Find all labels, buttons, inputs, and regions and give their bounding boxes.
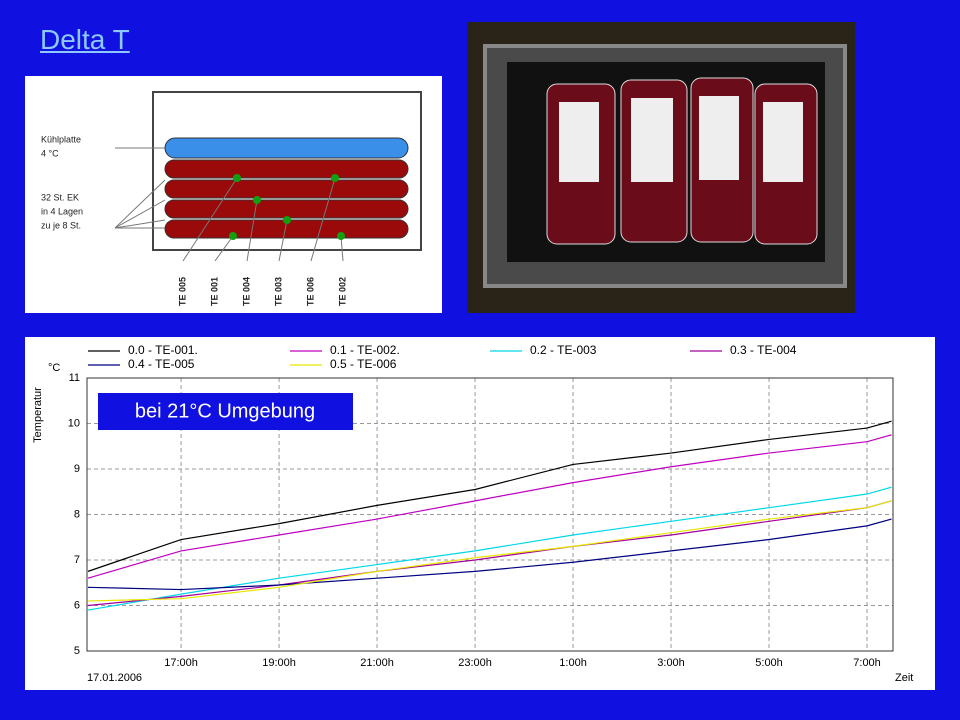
legend-label: 0.3 - TE-004 (730, 343, 797, 357)
series-line (87, 434, 892, 579)
y-unit: °C (48, 362, 60, 374)
sensor-label: TE 004 (241, 277, 251, 306)
container (152, 91, 422, 251)
legend-label: 0.2 - TE-003 (530, 343, 597, 357)
x-tick-label: 1:00h (559, 657, 587, 669)
legend-label: 0.4 - TE-005 (128, 357, 195, 371)
x-tick-label: 3:00h (657, 657, 685, 669)
x-tick-label: 21:00h (360, 657, 394, 669)
sensor-label: TE 005 (177, 277, 187, 306)
y-tick-label: 8 (74, 508, 80, 520)
legend-label: 0.0 - TE-001. (128, 343, 198, 357)
plot-frame (86, 377, 894, 652)
y-tick-label: 10 (68, 417, 80, 429)
sensor-label: TE 002 (337, 277, 347, 306)
series-line (87, 500, 892, 602)
label: zu je 8 St. (41, 220, 81, 230)
annotation-box (98, 393, 353, 430)
series-line (87, 518, 892, 591)
layer-diagram: Kühlplatte 4 °C 32 St. EK in 4 Lagen zu … (25, 76, 442, 313)
label: 32 St. EK (41, 192, 79, 202)
y-tick-label: 7 (74, 554, 80, 566)
layer (164, 179, 409, 199)
date-label: 17.01.2006 (87, 672, 142, 684)
sensor-dots (229, 174, 345, 240)
legend-label: 0.1 - TE-002. (330, 343, 400, 357)
bag-labels (559, 96, 803, 182)
chart-bg (25, 337, 935, 690)
slide-title: Delta T (40, 24, 130, 55)
y-tick-label: 11 (69, 372, 80, 384)
x-tick-label: 5:00h (755, 657, 783, 669)
label: 4 °C (41, 148, 59, 158)
x-tick-label: 7:00h (853, 657, 881, 669)
x-tick-label: 19:00h (262, 657, 296, 669)
x-tick-label: 17:00h (164, 657, 198, 669)
label: Kühlplatte (41, 134, 81, 144)
series-line (87, 486, 892, 611)
layer (164, 159, 409, 179)
sensor-label: TE 001 (209, 277, 219, 306)
series-line (87, 420, 892, 572)
label: in 4 Lagen (41, 206, 83, 216)
photo (467, 22, 855, 313)
x-tick-label: 23:00h (458, 657, 492, 669)
y-tick-label: 6 (74, 599, 80, 611)
y-axis-label: Temperatur (32, 387, 44, 443)
sensor-label: TE 006 (305, 277, 315, 306)
leader-lines (114, 147, 344, 262)
x-axis-label: Zeit (895, 672, 913, 684)
sensor-label: TE 003 (273, 277, 283, 306)
series-line (87, 500, 892, 607)
legend-label: 0.5 - TE-006 (330, 357, 397, 371)
annotation: bei 21°C Umgebung (135, 400, 315, 422)
y-tick-label: 5 (74, 645, 80, 657)
y-tick-label: 9 (74, 463, 80, 475)
